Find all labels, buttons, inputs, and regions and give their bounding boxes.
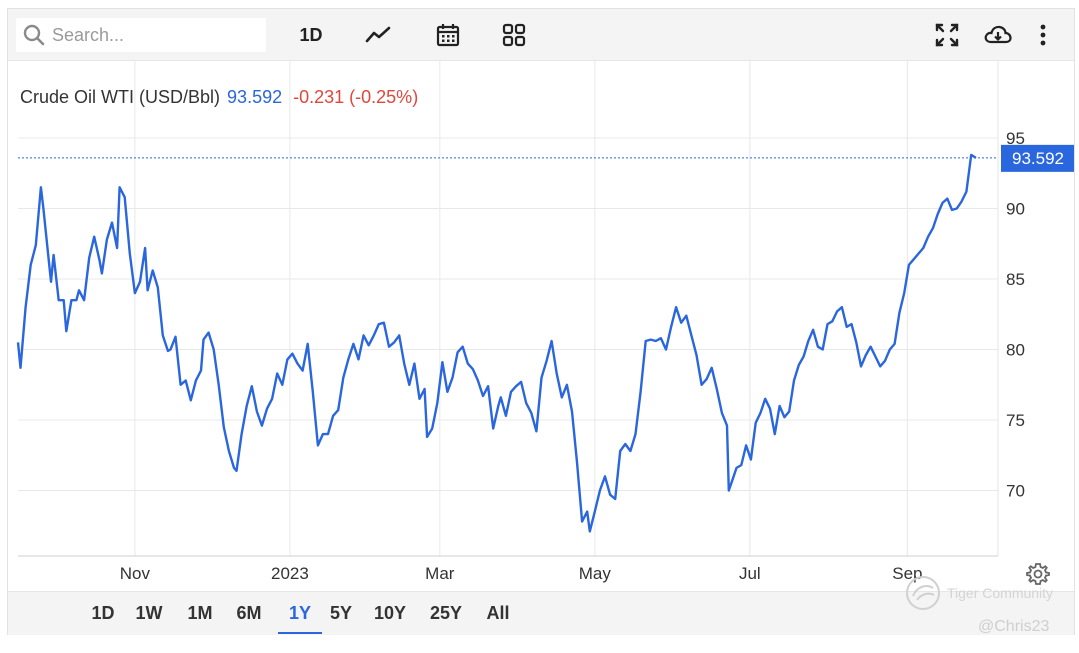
x-tick-label: Jul <box>739 564 761 583</box>
y-tick-label: 85 <box>1006 270 1025 289</box>
gear-icon <box>1026 563 1050 585</box>
chart-type-button[interactable] <box>360 19 396 51</box>
x-tick-label: Sep <box>892 564 922 583</box>
range-button-1y[interactable]: 1Y <box>278 592 322 634</box>
last-price-label: 93.592 <box>1012 149 1064 168</box>
range-button-5y[interactable]: 5Y <box>329 603 353 623</box>
y-tick-label: 90 <box>1006 200 1025 219</box>
y-tick-label: 95 <box>1006 129 1025 148</box>
calendar-button[interactable] <box>430 19 466 51</box>
price-chart[interactable]: 70 75 80 85 90 95 Nov 2023 Mar May Jul Sep 93.592 <box>8 61 1074 591</box>
more-vertical-icon <box>1040 24 1046 46</box>
interval-button[interactable]: 1D <box>299 24 323 45</box>
legend-instrument-name: Crude Oil WTI (USD/Bbl) <box>20 87 221 107</box>
more-button[interactable] <box>1030 19 1056 51</box>
range-button-6m[interactable]: 6M <box>236 603 262 623</box>
legend-price: 93.592 <box>227 87 283 107</box>
legend-change: -0.231 (-0.25%) <box>293 87 419 107</box>
last-price-badge <box>1001 144 1074 172</box>
chart-area[interactable]: 70 75 80 85 90 95 Nov 2023 Mar May Jul Sep 93.592 <box>8 61 1074 591</box>
calendar-icon <box>436 24 460 47</box>
fullscreen-icon <box>935 23 959 47</box>
x-tick-label: Mar <box>425 564 455 583</box>
range-button-25y[interactable]: 25Y <box>429 603 463 623</box>
y-tick-label: 70 <box>1006 482 1025 501</box>
cloud-download-icon <box>984 25 1012 44</box>
range-selector: 1D 1W 1M 6M 1Y 5Y 10Y 25Y All <box>8 591 1074 635</box>
range-button-1w[interactable]: 1W <box>135 603 163 623</box>
search-input[interactable] <box>52 24 252 46</box>
y-tick-label: 80 <box>1006 341 1025 360</box>
layout-button[interactable] <box>496 19 532 51</box>
grid-layout-icon <box>502 23 526 47</box>
x-tick-label: May <box>579 564 612 583</box>
line-chart-icon <box>365 26 391 43</box>
search-box[interactable] <box>16 18 266 52</box>
chart-widget: 1D <box>7 8 1075 635</box>
fullscreen-button[interactable] <box>930 19 964 51</box>
range-button-1m[interactable]: 1M <box>187 603 213 623</box>
chart-legend: Crude Oil WTI (USD/Bbl) 93.592 -0.231 (-… <box>20 87 418 108</box>
search-icon <box>23 24 45 46</box>
x-tick-label: 2023 <box>271 564 309 583</box>
price-line <box>16 153 977 533</box>
download-button[interactable] <box>980 19 1016 51</box>
toolbar: 1D <box>8 9 1074 61</box>
chart-settings-button[interactable] <box>1025 561 1051 587</box>
author-handle: @Chris23 <box>978 618 1050 635</box>
range-button-all[interactable]: All <box>486 603 510 623</box>
x-tick-label: Nov <box>120 564 151 583</box>
range-button-1d[interactable]: 1D <box>91 603 115 623</box>
range-button-10y[interactable]: 10Y <box>373 603 407 623</box>
y-tick-label: 75 <box>1006 411 1025 430</box>
